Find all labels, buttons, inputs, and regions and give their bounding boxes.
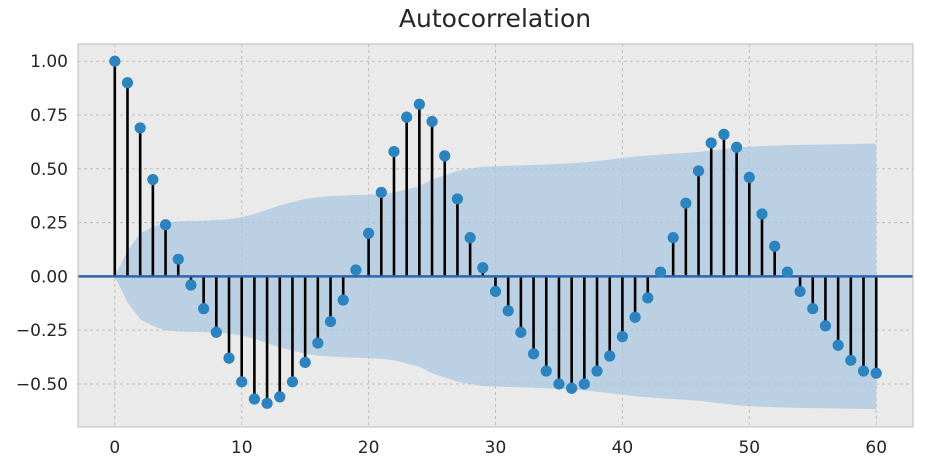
acf-marker-lag-59: [857, 365, 870, 377]
acf-marker-lag-54: [794, 285, 806, 298]
acf-marker-lag-38: [591, 365, 603, 377]
acf-marker-lag-39: [604, 350, 616, 362]
acf-marker-lag-43: [654, 266, 667, 278]
acf-marker-lag-31: [502, 305, 514, 317]
y-tick-label: −0.50: [16, 375, 68, 395]
y-tick-label: 1.00: [30, 52, 68, 72]
acf-marker-lag-16: [312, 337, 324, 349]
acf-marker-lag-23: [401, 111, 413, 123]
x-tick-label: 40: [612, 438, 634, 458]
acf-marker-lag-8: [210, 326, 222, 338]
acf-marker-lag-34: [540, 365, 552, 377]
acf-marker-lag-53: [781, 266, 793, 278]
acf-marker-lag-24: [413, 98, 425, 110]
x-tick-label: 30: [485, 438, 507, 458]
acf-marker-lag-29: [477, 262, 489, 274]
acf-marker-lag-2: [134, 122, 146, 134]
acf-marker-lag-41: [629, 311, 641, 323]
acf-marker-lag-14: [286, 376, 299, 388]
acf-marker-lag-28: [464, 232, 476, 244]
y-tick-label: 0.50: [30, 160, 68, 180]
acf-marker-lag-17: [324, 315, 337, 328]
y-axis-tick-labels: 1.00 0.75 0.50 0.25 0.00 −0.25 −0.50: [16, 52, 68, 395]
acf-marker-lag-13: [274, 391, 286, 403]
acf-marker-lag-44: [667, 232, 679, 244]
acf-stems: [113, 61, 878, 404]
acf-marker-lag-42: [642, 292, 654, 304]
plot-frame: [77, 43, 914, 428]
acf-marker-lag-36: [566, 382, 578, 394]
acf-marker-lag-57: [832, 339, 844, 351]
acf-marker-lag-18: [337, 294, 349, 306]
acf-marker-lag-60: [870, 367, 882, 379]
acf-marker-lag-32: [515, 326, 527, 338]
acf-marker-lag-40: [616, 331, 628, 343]
acf-marker-lag-5: [172, 253, 184, 265]
acf-marker-lag-20: [363, 227, 375, 239]
acf-marker-lag-6: [185, 279, 197, 291]
acf-marker-lag-58: [845, 354, 857, 366]
acf-marker-lag-33: [527, 348, 540, 360]
y-tick-label: 0.00: [30, 267, 68, 287]
acf-marker-lag-11: [248, 393, 260, 405]
acf-marker-lag-26: [439, 150, 451, 162]
acf-marker-lag-15: [299, 356, 311, 369]
acf-marker-lag-30: [489, 285, 502, 298]
acf-marker-lag-21: [375, 186, 387, 199]
acf-markers: [109, 55, 882, 409]
chart-title: Autocorrelation: [399, 4, 591, 33]
x-tick-label: 0: [109, 438, 120, 458]
y-tick-label: 0.25: [30, 214, 68, 234]
acf-marker-lag-48: [718, 128, 730, 140]
y-tick-label: −0.25: [16, 321, 68, 341]
acf-marker-lag-3: [147, 173, 159, 186]
x-tick-label: 50: [738, 438, 760, 458]
acf-marker-lag-52: [769, 240, 781, 252]
acf-marker-lag-46: [692, 165, 705, 177]
acf-marker-lag-50: [743, 171, 755, 184]
y-tick-label: 0.75: [30, 106, 68, 126]
acf-marker-lag-35: [553, 378, 565, 390]
acf-marker-lag-9: [223, 352, 235, 364]
acf-marker-lag-12: [261, 397, 273, 409]
acf-marker-lag-27: [451, 193, 464, 205]
acf-marker-lag-45: [680, 197, 692, 209]
acf-marker-lag-47: [705, 137, 717, 149]
acf-marker-lag-0: [109, 55, 121, 67]
acf-marker-lag-55: [807, 303, 819, 315]
acf-marker-lag-19: [350, 264, 362, 276]
acf-marker-lag-7: [198, 303, 210, 315]
acf-marker-lag-56: [819, 320, 832, 332]
x-tick-label: 10: [231, 438, 253, 458]
acf-marker-lag-22: [388, 145, 400, 158]
x-tick-label: 20: [358, 438, 380, 458]
x-tick-label: 60: [865, 438, 887, 458]
acf-marker-lag-25: [426, 115, 438, 128]
acf-marker-lag-4: [159, 219, 172, 231]
acf-marker-lag-10: [236, 376, 248, 388]
acf-marker-lag-1: [121, 77, 134, 89]
x-axis-tick-labels: 0 10 20 30 40 50 60: [109, 438, 887, 458]
acf-marker-lag-51: [756, 208, 768, 220]
acf-marker-lag-37: [578, 378, 590, 390]
acf-marker-lag-49: [731, 141, 743, 153]
